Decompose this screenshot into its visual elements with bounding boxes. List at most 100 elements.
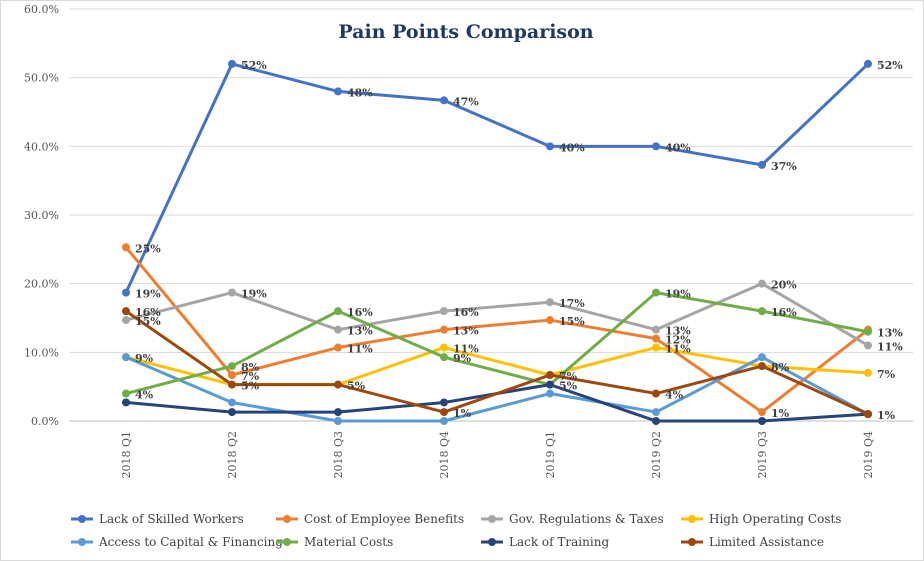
data-point — [122, 243, 130, 252]
y-tick-label: 20.0% — [24, 278, 59, 291]
data-label: 52% — [877, 59, 903, 72]
data-label: 5% — [241, 380, 260, 393]
legend-swatch-marker — [78, 538, 86, 546]
data-point — [864, 327, 872, 336]
data-label: 7% — [559, 370, 578, 383]
data-point — [228, 362, 236, 371]
data-point — [652, 325, 660, 334]
data-point — [228, 288, 236, 297]
legend-entry: Lack of Training — [509, 535, 609, 549]
data-label: 37% — [771, 160, 797, 173]
data-point — [652, 334, 660, 343]
data-point — [334, 343, 342, 352]
y-tick-label: 50.0% — [24, 72, 59, 85]
legend-entry: Access to Capital & Financing — [98, 535, 283, 549]
data-point — [758, 160, 766, 169]
y-tick-label: 30.0% — [24, 209, 59, 222]
data-point — [228, 408, 236, 417]
legend-swatch-marker — [488, 515, 496, 523]
data-label: 47% — [453, 95, 479, 108]
data-label: 16% — [771, 306, 797, 319]
x-axis-ticks: 2018 Q1 2018 Q2 2018 Q3 2018 Q4 2019 Q1 2019 … — [120, 431, 875, 479]
data-point — [122, 316, 130, 325]
data-point — [228, 380, 236, 389]
x-tick-label: 2019 Q1 — [544, 431, 557, 479]
x-tick-label: 2018 Q3 — [332, 431, 345, 479]
data-point — [652, 142, 660, 151]
data-point — [334, 307, 342, 316]
data-label: 25% — [135, 242, 161, 255]
data-point — [440, 343, 448, 352]
legend-entry: High Operating Costs — [709, 512, 841, 526]
data-point — [758, 307, 766, 316]
x-tick-label: 2018 Q2 — [226, 431, 239, 479]
data-point — [122, 307, 130, 316]
data-label: 8% — [771, 361, 790, 374]
data-point — [864, 341, 872, 350]
legend-entry: Limited Assistance — [709, 535, 824, 549]
series-layer — [122, 59, 872, 425]
data-label: 16% — [347, 306, 373, 319]
data-label: 5% — [347, 380, 366, 393]
data-label: 17% — [559, 297, 585, 310]
data-point — [758, 353, 766, 362]
data-point — [652, 389, 660, 398]
y-tick-label: 0.0% — [31, 415, 59, 428]
data-label: 4% — [135, 389, 154, 402]
chart-title: Pain Points Comparison — [338, 21, 593, 43]
y-tick-label: 40.0% — [24, 140, 59, 153]
data-point — [864, 368, 872, 377]
legend-swatch-marker — [688, 515, 696, 523]
series-line — [124, 245, 870, 414]
legend-entry: Gov. Regulations & Taxes — [509, 512, 664, 526]
data-label: 19% — [135, 288, 161, 301]
data-labels: 19%52%48%47%40% 40%37%52%25%7%11%13%15%12… — [135, 59, 903, 422]
legend: Lack of Skilled Workers Cost of Employee … — [71, 512, 841, 549]
data-point — [758, 279, 766, 288]
data-point — [652, 408, 660, 417]
data-point — [546, 389, 554, 398]
data-label: 4% — [665, 389, 684, 402]
x-tick-label: 2019 Q3 — [756, 431, 769, 479]
data-point — [546, 142, 554, 151]
x-tick-label: 2018 Q4 — [438, 431, 451, 479]
data-label: 19% — [241, 288, 267, 301]
series-line — [124, 282, 870, 347]
data-label: 7% — [877, 368, 896, 381]
data-point — [546, 370, 554, 379]
data-label: 13% — [665, 325, 691, 338]
data-point — [440, 398, 448, 407]
series-line — [124, 309, 870, 416]
legend-swatch-marker — [283, 515, 291, 523]
data-point — [652, 288, 660, 297]
data-point — [864, 59, 872, 68]
data-label: 40% — [559, 141, 585, 154]
data-label: 20% — [771, 279, 797, 292]
data-label: 11% — [347, 343, 373, 356]
data-label: 16% — [453, 306, 479, 319]
data-point — [440, 417, 448, 425]
data-label: 1% — [453, 407, 472, 420]
data-point — [228, 370, 236, 379]
data-label: 15% — [559, 315, 585, 328]
data-label: 13% — [877, 327, 903, 340]
data-label: 11% — [877, 340, 903, 353]
data-label: 11% — [453, 343, 479, 356]
data-point — [122, 389, 130, 398]
data-point — [334, 87, 342, 96]
data-label: 11% — [665, 343, 691, 356]
data-point — [440, 325, 448, 334]
data-point — [228, 59, 236, 68]
data-point — [758, 417, 766, 425]
data-point — [440, 408, 448, 417]
y-tick-label: 60.0% — [24, 3, 59, 16]
data-label: 48% — [347, 86, 373, 99]
data-point — [546, 298, 554, 307]
data-point — [652, 343, 660, 352]
data-point — [440, 307, 448, 316]
x-tick-label: 2019 Q4 — [862, 431, 875, 479]
data-point — [122, 398, 130, 407]
legend-entry: Material Costs — [304, 535, 393, 549]
data-point — [546, 316, 554, 325]
